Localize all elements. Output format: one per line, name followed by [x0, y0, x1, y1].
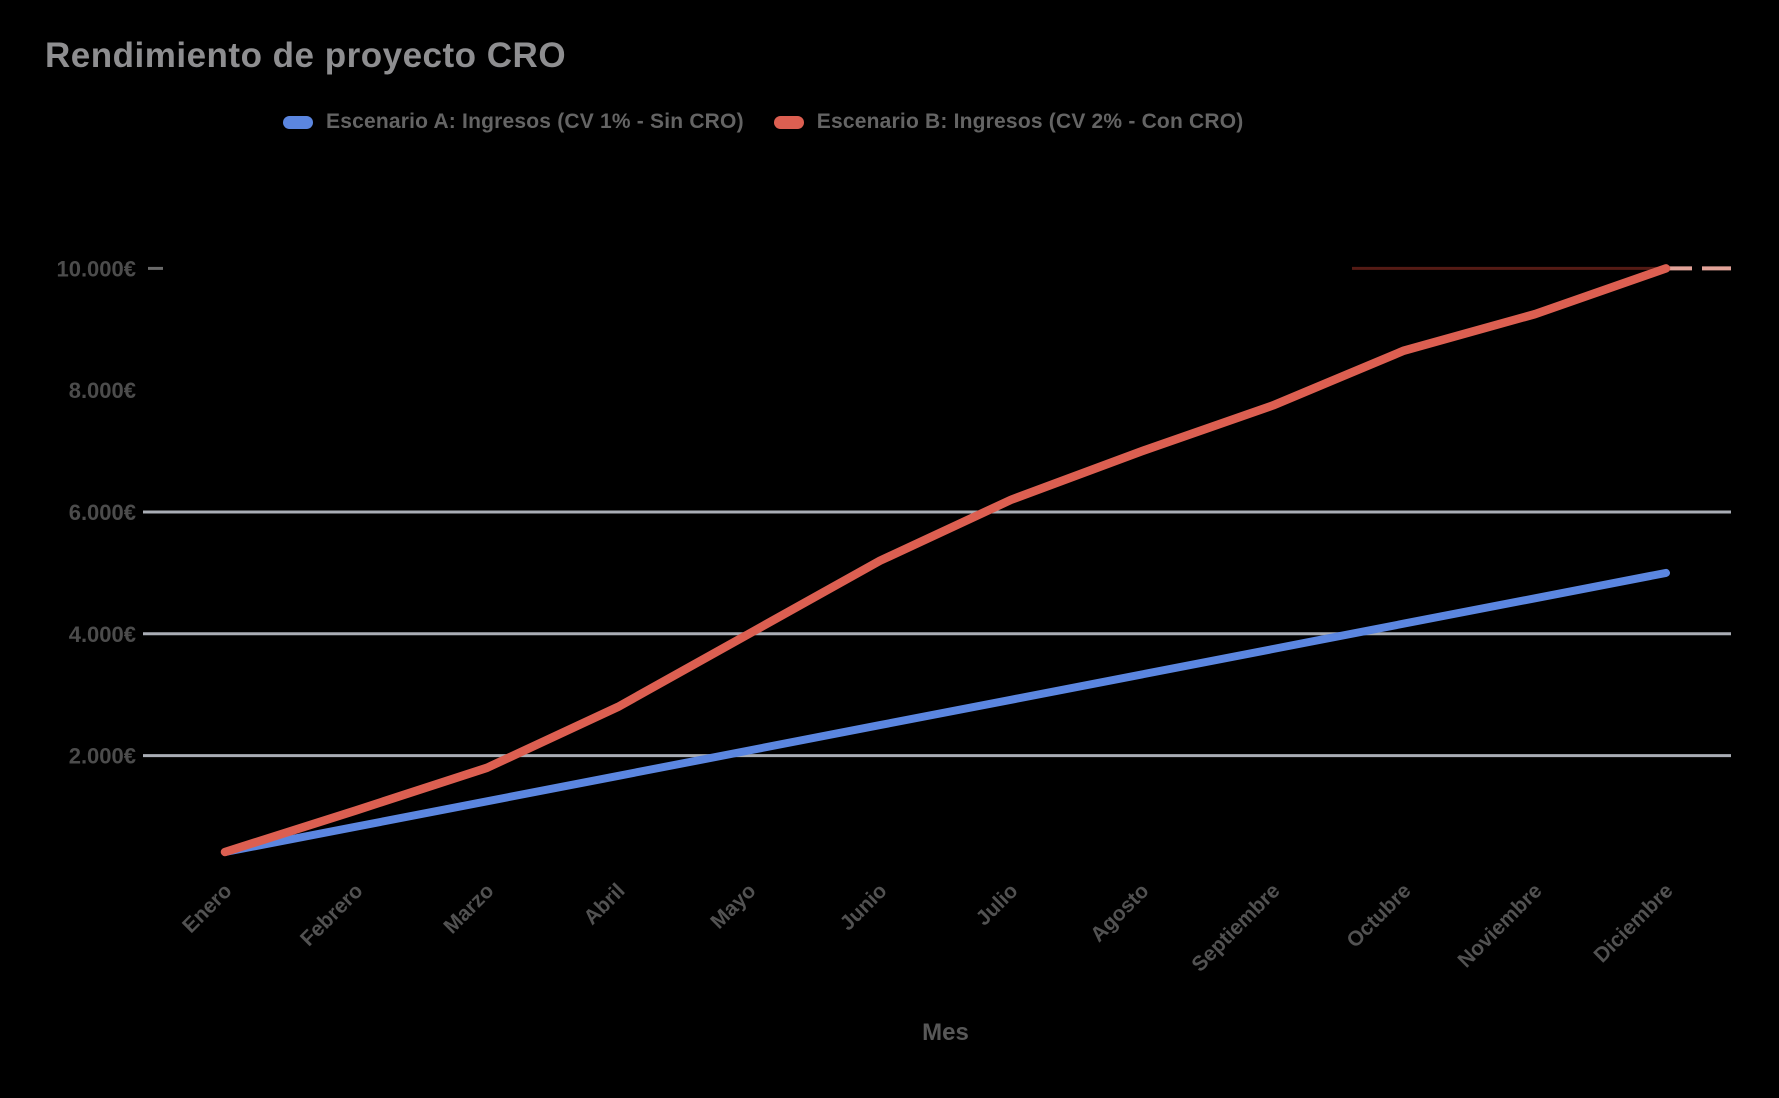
y-tick-label: 8.000€: [69, 378, 136, 403]
page-title: Rendimiento de proyecto CRO: [45, 36, 567, 75]
x-tick-label: Septiembre: [1187, 879, 1284, 976]
y-tick-label: 10.000€: [56, 256, 136, 281]
x-axis-title: Mes: [922, 1019, 969, 1046]
legend-swatch-icon: [773, 115, 804, 129]
series-line-scenario-b: [220, 264, 1671, 857]
y-tick-label: 4.000€: [69, 622, 136, 647]
x-tick-label: Diciembre: [1589, 879, 1677, 967]
x-tick-label: Octubre: [1342, 879, 1415, 952]
x-tick-label: Junio: [836, 879, 892, 935]
legend-item-label: Escenario B: Ingresos (CV 2% - Con CRO): [816, 110, 1244, 133]
legend-item-scenario-b[interactable]: Escenario B: Ingresos (CV 2% - Con CRO): [773, 110, 1244, 134]
y-tick-label: 2.000€: [69, 744, 136, 769]
legend-item-scenario-a[interactable]: Escenario A: Ingresos (CV 1% - Sin CRO): [283, 110, 744, 134]
legend-item-label: Escenario A: Ingresos (CV 1% - Sin CRO): [326, 110, 744, 133]
y-tick-label: 6.000€: [69, 500, 136, 525]
x-tick-label: Mayo: [706, 879, 760, 933]
x-tick-label: Noviembre: [1454, 879, 1547, 972]
x-tick-label: Agosto: [1086, 879, 1153, 946]
legend-swatch-icon: [283, 115, 313, 129]
chart-legend: Escenario A: Ingresos (CV 1% - Sin CRO) E…: [283, 110, 1243, 134]
x-tick-label: Marzo: [439, 879, 498, 938]
series-line-scenario-a: [221, 568, 1670, 856]
x-tick-label: Febrero: [296, 879, 368, 951]
x-tick-label: Abril: [579, 879, 629, 929]
x-tick-label: Enero: [178, 879, 236, 937]
x-tick-label: Julio: [972, 879, 1023, 930]
